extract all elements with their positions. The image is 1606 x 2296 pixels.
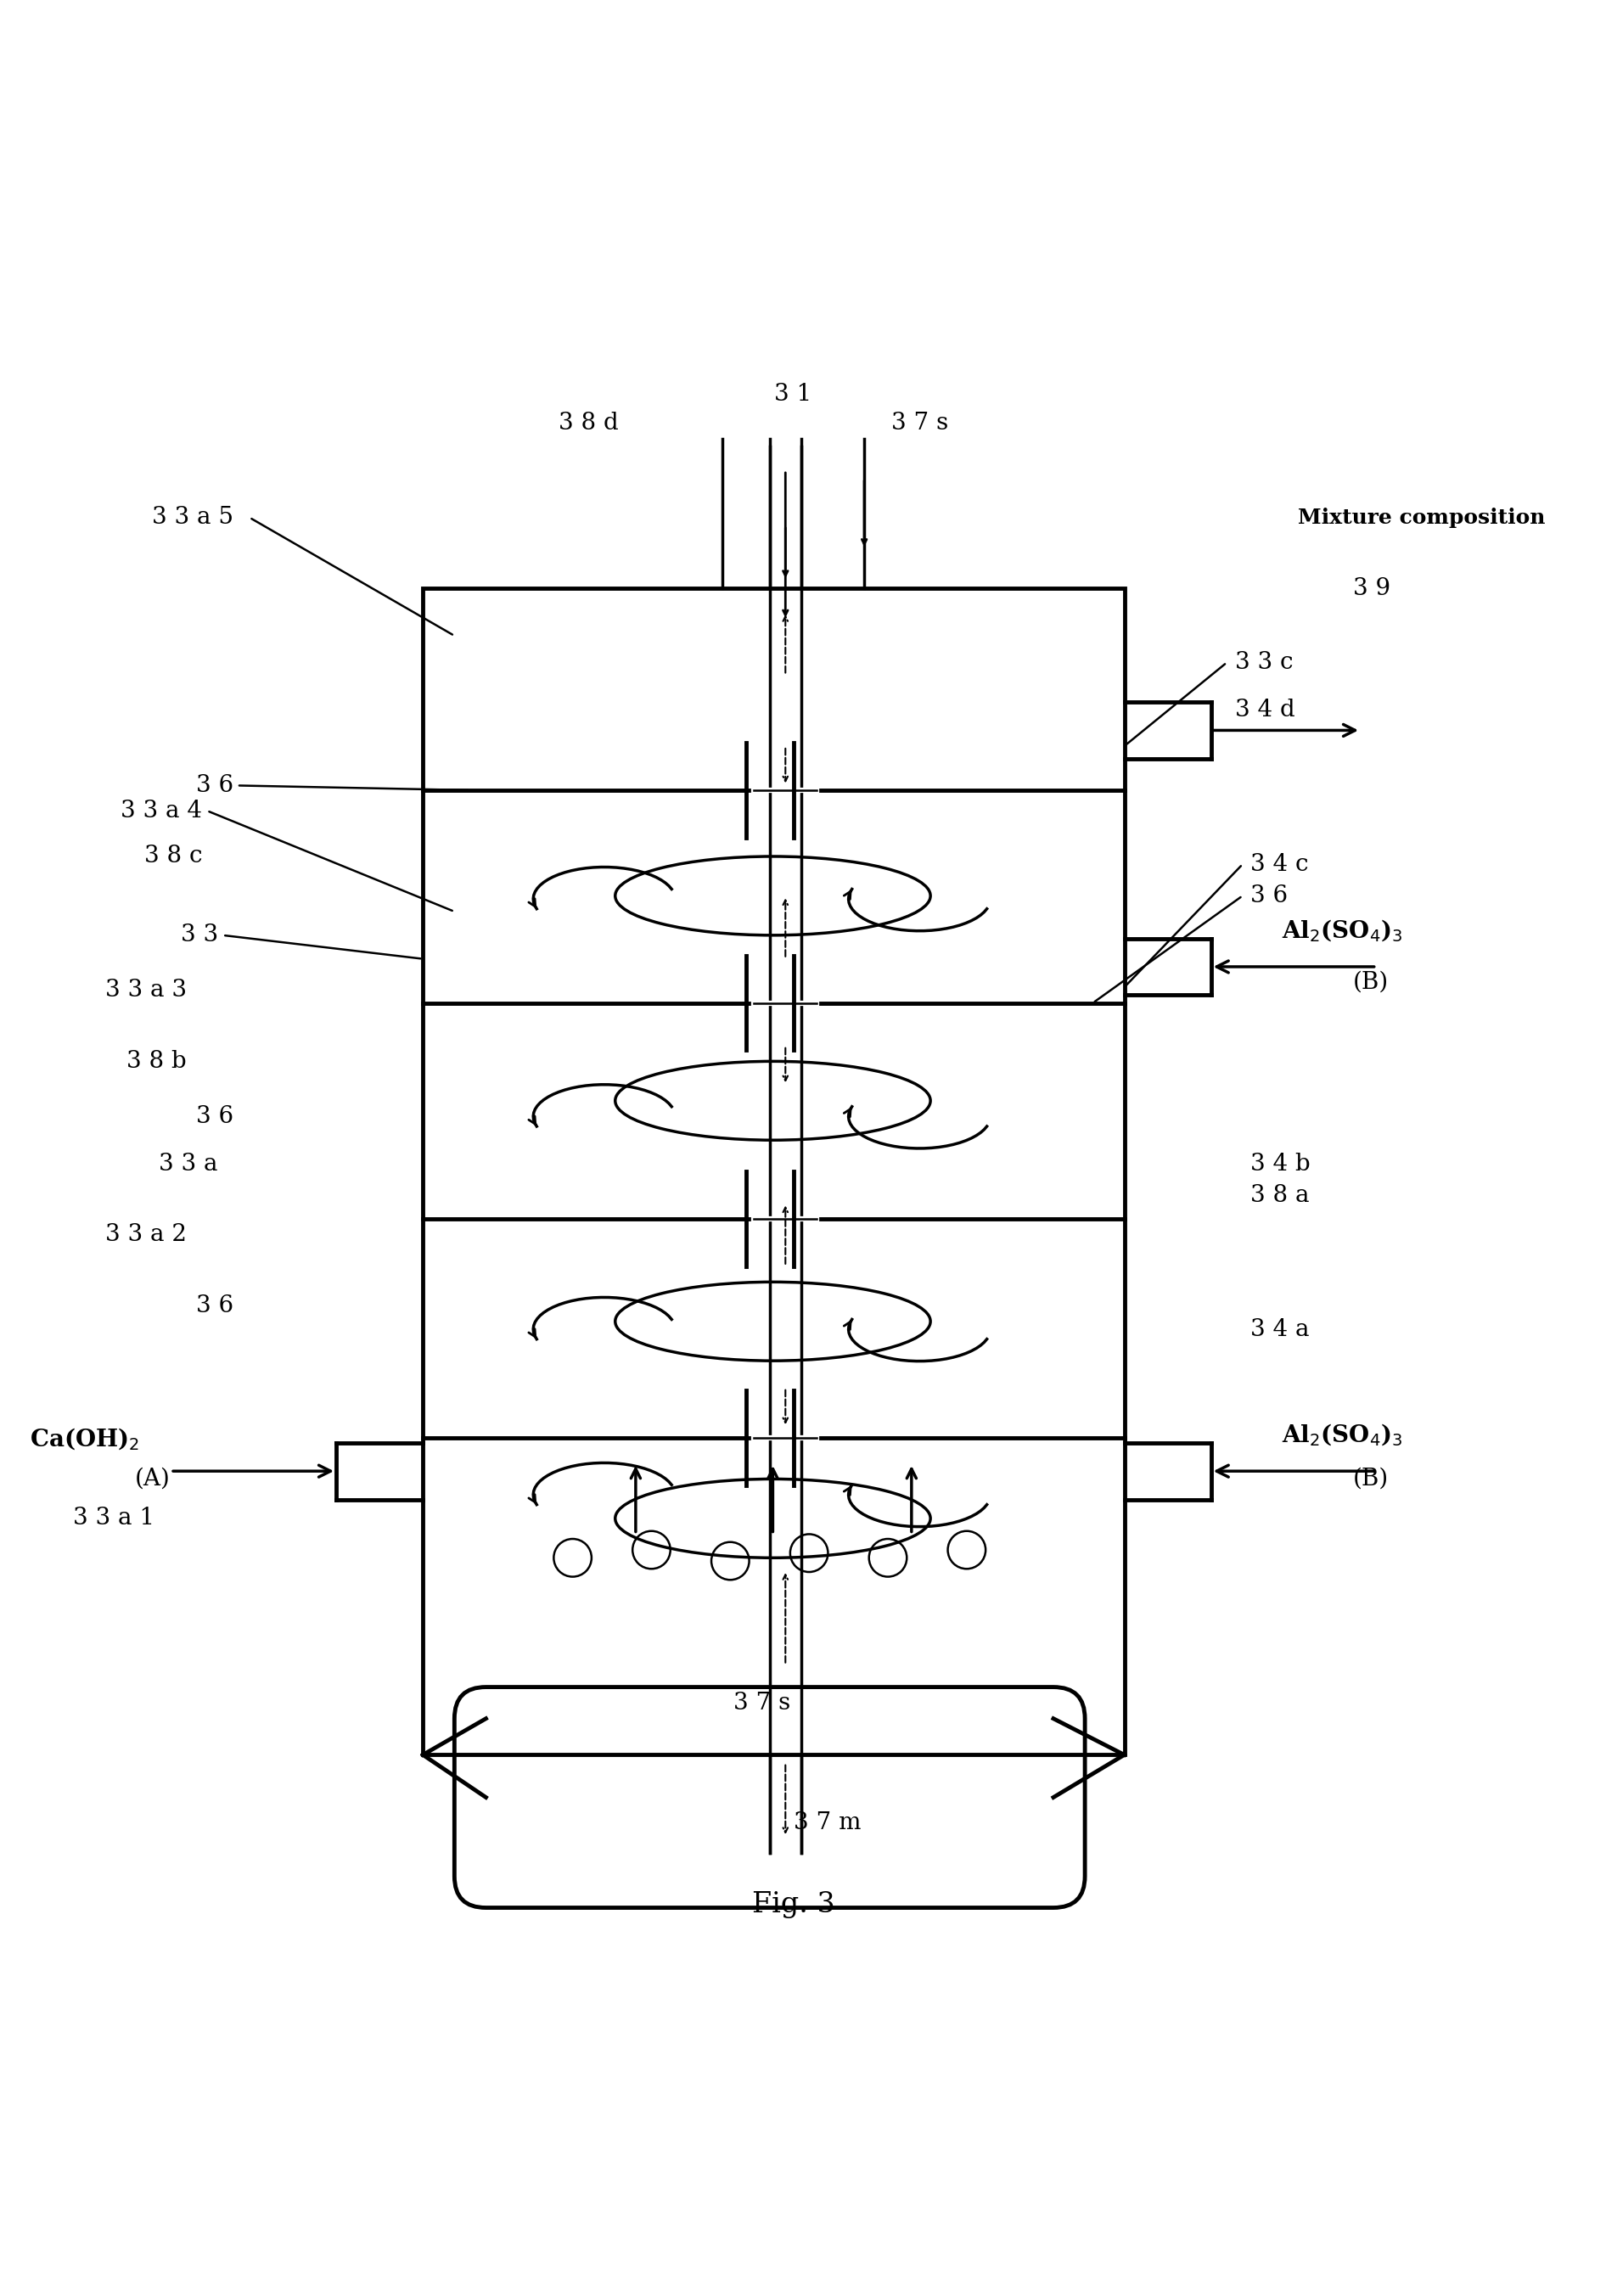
Text: 3 4 c: 3 4 c: [1251, 852, 1309, 875]
Text: 3 3 a 4: 3 3 a 4: [120, 799, 202, 822]
Text: 3 4 d: 3 4 d: [1235, 698, 1294, 721]
Text: 3 3 a 2: 3 3 a 2: [104, 1224, 186, 1247]
Text: 3 7 m: 3 7 m: [793, 1812, 861, 1835]
Text: Al$_2$(SO$_4$)$_3$: Al$_2$(SO$_4$)$_3$: [1282, 918, 1404, 944]
Text: 3 6: 3 6: [196, 1295, 234, 1318]
Text: 3 3 a 3: 3 3 a 3: [104, 978, 186, 1001]
Text: 3 3 c: 3 3 c: [1235, 652, 1293, 675]
Text: 3 8 d: 3 8 d: [559, 411, 618, 434]
Text: 3 3 a 5: 3 3 a 5: [153, 505, 234, 528]
Text: 3 4 b: 3 4 b: [1251, 1153, 1310, 1176]
Text: 3 3 a 1: 3 3 a 1: [74, 1506, 154, 1529]
Text: Al$_2$(SO$_4$)$_3$: Al$_2$(SO$_4$)$_3$: [1282, 1421, 1404, 1449]
Text: 3 6: 3 6: [196, 774, 234, 797]
Text: 3 8 a: 3 8 a: [1251, 1185, 1309, 1208]
Text: 3 3 a: 3 3 a: [159, 1153, 218, 1176]
Text: (B): (B): [1352, 971, 1389, 994]
Text: 3 8 c: 3 8 c: [145, 845, 202, 868]
Text: 3 6: 3 6: [1251, 884, 1288, 907]
Text: Fig. 3: Fig. 3: [752, 1892, 835, 1917]
Text: 3 7 s: 3 7 s: [734, 1692, 790, 1715]
Text: 3 9: 3 9: [1352, 576, 1391, 599]
Text: 3 6: 3 6: [196, 1104, 234, 1127]
Text: 3 7 s: 3 7 s: [891, 411, 948, 434]
Text: (B): (B): [1352, 1467, 1389, 1490]
Text: Ca(OH)$_2$: Ca(OH)$_2$: [29, 1426, 140, 1453]
Text: 3 1: 3 1: [774, 383, 813, 406]
Text: 3 4 a: 3 4 a: [1251, 1318, 1309, 1341]
Text: 3 3: 3 3: [180, 923, 218, 946]
Text: 3 8 b: 3 8 b: [127, 1049, 186, 1072]
Text: (A): (A): [135, 1467, 170, 1490]
Text: Mixture composition: Mixture composition: [1298, 507, 1545, 528]
